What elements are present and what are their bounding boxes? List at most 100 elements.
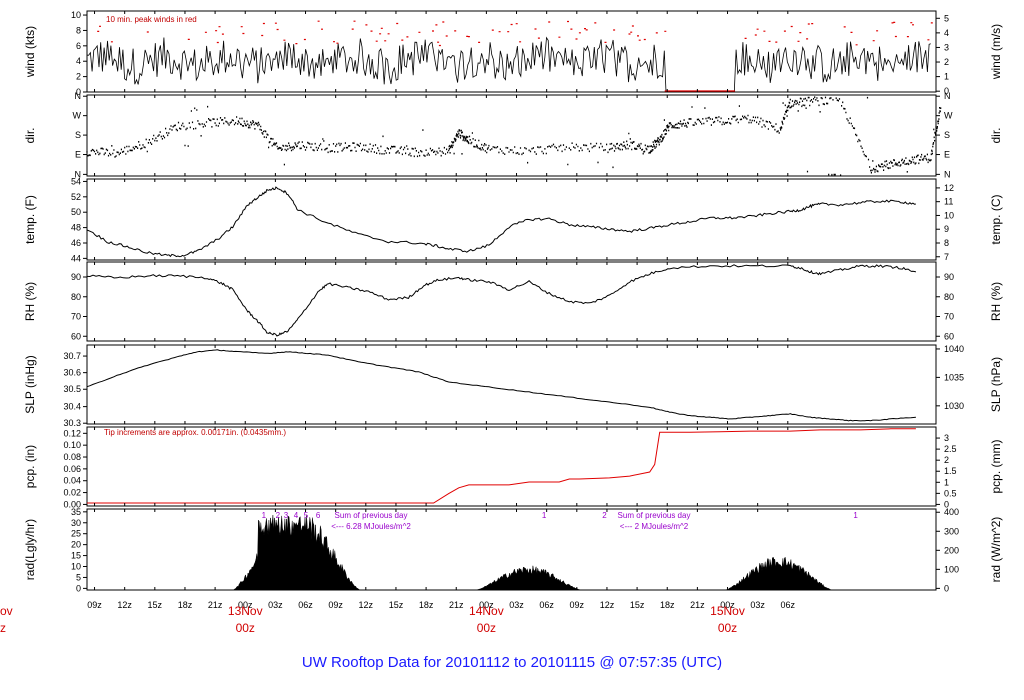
left-tick-label: 0 [76,87,81,97]
left-tick-label: 20 [71,540,81,550]
right-axis-label: SLP (hPa) [989,357,1003,412]
right-tick-label: 8 [944,238,949,248]
temperature-line [86,186,916,258]
left-axis-label: rad(Lgly/hr) [23,519,37,580]
daily-sum-line2: <--- 2 MJoules/m^2 [620,522,689,531]
left-tick-label: 0.10 [63,440,81,450]
solar-marker: 4 [294,511,299,520]
date-label-line2: 00z [718,621,737,635]
right-tick-label: 1035 [944,372,964,382]
left-tick-label: 35 [71,507,81,517]
x-tick-label: 12z [117,600,132,610]
left-tick-label: 0.08 [63,452,81,462]
panel-frame [86,426,937,507]
precip-annotation: Tip increments are approx. 0.00171in. (0… [104,428,286,437]
left-tick-label: 60 [71,331,81,341]
left-tick-label: 30.5 [63,384,81,394]
wind-annotation: 10 min. peak winds in red [106,15,197,24]
left-tick-label: 46 [71,238,81,248]
panel-frame [86,10,937,93]
x-tick-label: 18z [178,600,193,610]
x-tick-label: 06z [781,600,796,610]
left-tick-label: 0.12 [63,428,81,438]
panel-relative_humidity: 60 70 80 90 60 70 80 90 RH (%) RH (%) [23,261,1003,342]
left-tick-label: 0.06 [63,464,81,474]
x-tick-label: 00z [479,600,494,610]
right-tick-label: 0.5 [944,488,957,498]
panel-precipitation: 0.000.02 0.04 0.06 0.08 0.10 0.12 00.511.522.5… [23,426,1003,509]
right-tick-label: 1.5 [944,466,957,476]
solar-day-2 [475,565,582,591]
left-tick-label: W [73,111,82,121]
right-tick-label: 12 [944,183,954,193]
right-tick-label: 9 [944,224,949,234]
left-tick-label: 0 [76,583,81,593]
x-tick-label: 00z [720,600,735,610]
x-tick-label: 00z [238,600,253,610]
solar-day-1 [232,515,361,591]
right-tick-label: 0 [944,583,949,593]
right-tick-label: 400 [944,507,959,517]
date-label-line1: ov [0,604,13,618]
left-tick-label: 30.4 [63,402,81,412]
x-tick-label: 03z [750,600,765,610]
right-tick-label: 80 [944,292,954,302]
left-tick-label: 50 [71,207,81,217]
right-tick-label: 1 [944,477,949,487]
left-tick-label: 80 [71,292,81,302]
left-axis-label: wind (kts) [23,26,37,78]
right-tick-label: E [944,150,950,160]
left-tick-label: 10 [71,562,81,572]
panel-sea_level_pressure: 30.3 30.4 30.5 30.6 30.7 1030 1035 1040 SLP (inH… [23,344,1003,428]
date-label-line1: 13Nov [228,604,263,618]
left-tick-label: N [75,91,82,101]
precip-line [87,428,916,504]
left-axis-label: RH (%) [23,282,37,321]
right-tick-label: 1 [944,72,949,82]
right-tick-label: 100 [944,564,959,574]
x-tick-label: 18z [419,600,434,610]
x-tick-label: 21z [690,600,705,610]
right-tick-label: S [944,130,950,140]
right-tick-label: 3 [944,433,949,443]
chart-title: UW Rooftop Data for 20101112 to 20101115… [302,654,722,671]
left-tick-label: 5 [76,572,81,582]
left-tick-label: 6 [76,41,81,51]
time-axis: 09z 12z 15z 18z 21z 00z 03z 06z 09z 12z 15z 18z 21z 0… [0,11,796,635]
right-tick-label: 7 [944,252,949,262]
right-tick-label: 60 [944,331,954,341]
right-tick-label: 5 [944,13,949,23]
left-tick-label: 70 [71,312,81,322]
solar-marker: 1 [542,511,547,520]
x-tick-label: 15z [148,600,163,610]
x-tick-label: 09z [87,600,102,610]
date-label-line2: z [0,621,6,635]
right-tick-label: 90 [944,272,954,282]
x-tick-label: 12z [359,600,374,610]
left-tick-label: 10 [71,10,81,20]
left-tick-label: 4 [76,56,81,66]
right-tick-label: 0 [944,86,949,96]
daily-sum-line1: Sum of previous day [618,511,691,520]
left-tick-label: 90 [71,272,81,282]
right-axis-label: RH (%) [989,282,1003,321]
right-axis-label: dir. [989,127,1003,143]
panel-frame [86,178,937,261]
left-tick-label: 25 [71,529,81,539]
right-tick-label: 2.5 [944,444,957,454]
x-tick-label: 18z [660,600,675,610]
solar-marker: 2 [602,511,607,520]
right-tick-label: N [944,169,951,179]
relative_humidity-line [86,264,917,337]
x-tick-label: 06z [298,600,313,610]
left-tick-label: N [75,169,82,179]
right-axis-label: pcp. (mm) [989,439,1003,493]
date-label-line1: 14Nov [469,604,504,618]
panel-frame [86,344,937,425]
panel-frame [86,261,937,342]
panel-wind: 0 2 4 6 8 10 0 1 2 3 4 5 wind (kts) wind (m/s) 10 min.… [23,10,1003,97]
x-tick-label: 03z [509,600,524,610]
